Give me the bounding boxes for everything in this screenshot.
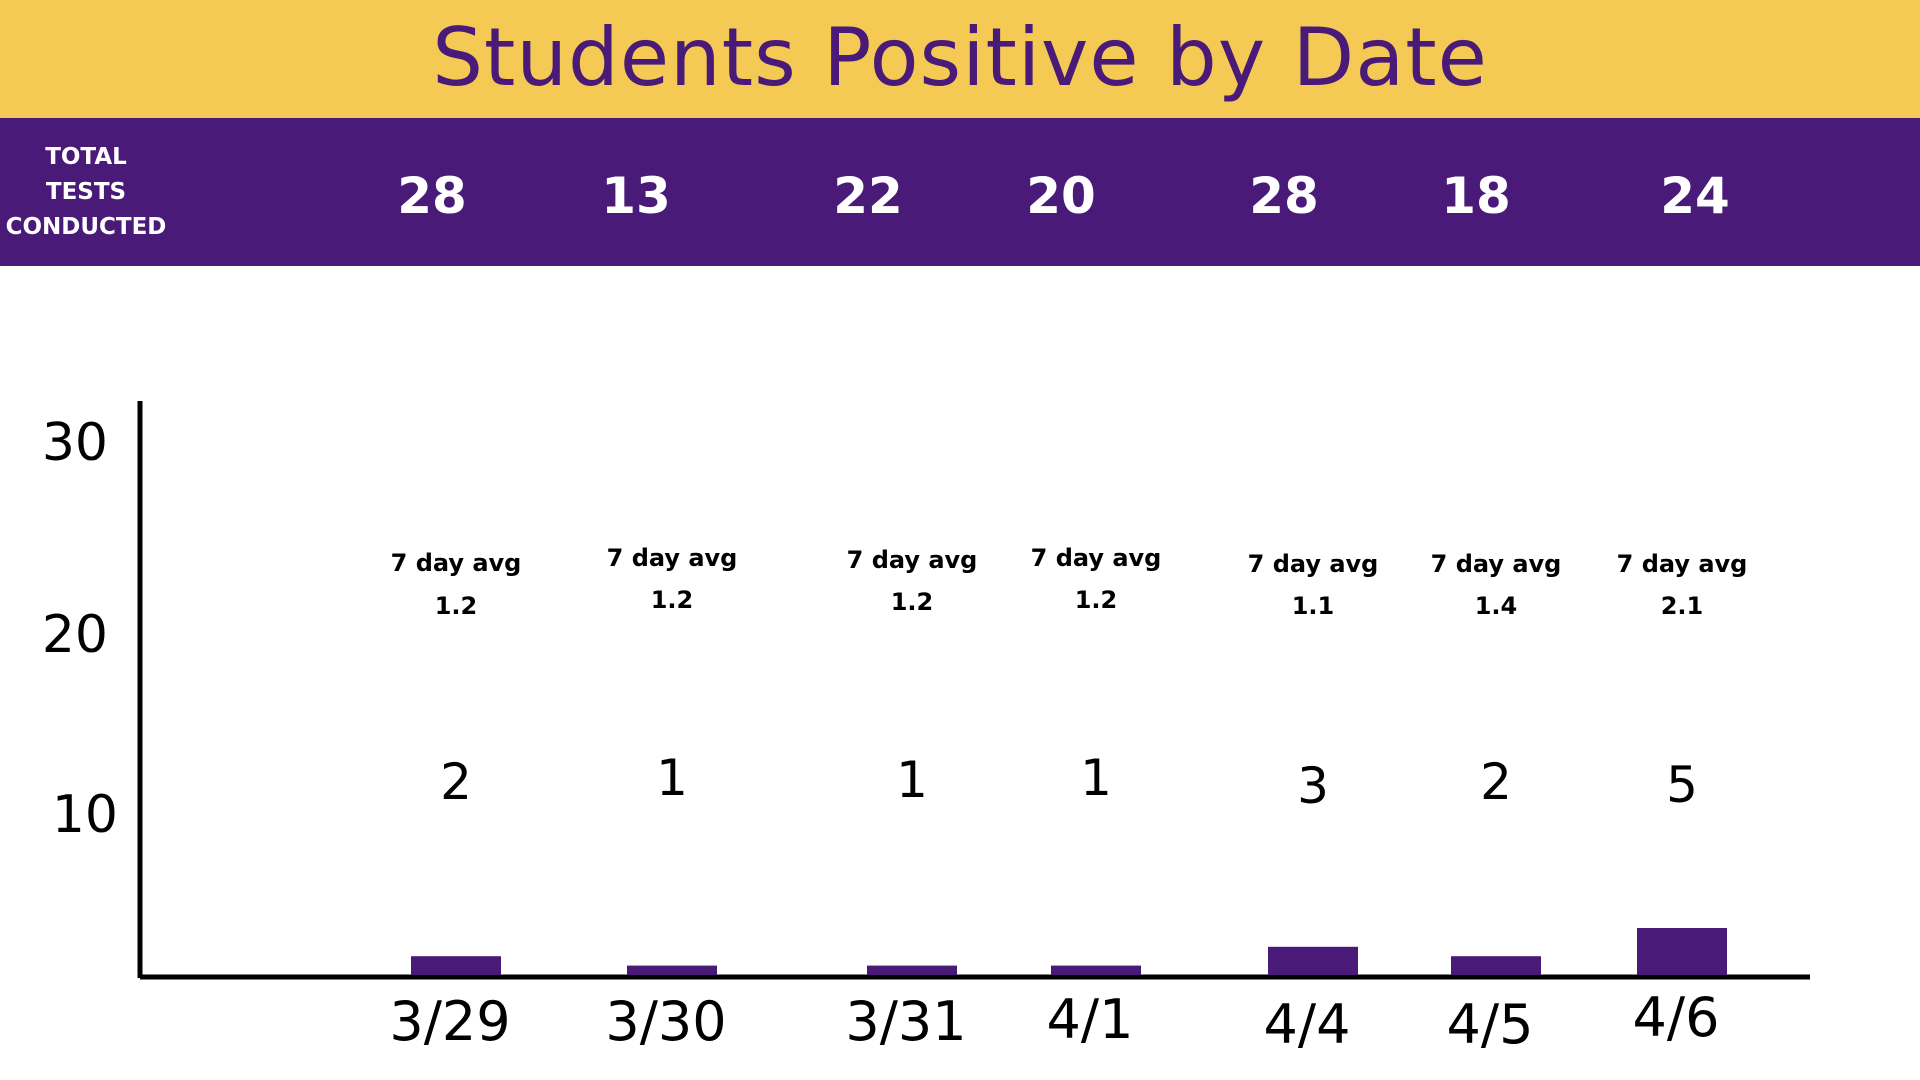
tests-label-line: CONDUCTED (5, 214, 167, 240)
bar-annotations: 7 day avg 1.2 2 7 day avg 1.2 1 7 day avg 1.2 1 7… (391, 544, 1748, 815)
x-tick-label: 4/4 (1264, 993, 1351, 1056)
bar-value-label: 3 (1297, 757, 1329, 815)
seven-day-avg-label: 7 day avg (391, 549, 522, 577)
bar (627, 965, 717, 975)
bars (411, 928, 1727, 975)
test-count: 28 (397, 167, 467, 225)
bar (1637, 928, 1727, 975)
seven-day-avg-value: 1.2 (1075, 586, 1118, 614)
x-tick-label: 4/6 (1633, 986, 1720, 1049)
y-tick-label: 30 (42, 413, 108, 473)
x-tick-label: 3/29 (389, 990, 510, 1053)
seven-day-avg-value: 1.4 (1475, 592, 1518, 620)
seven-day-avg-label: 7 day avg (607, 544, 738, 572)
seven-day-avg-value: 1.2 (651, 586, 694, 614)
tests-label-line: TESTS (45, 179, 127, 205)
bar (867, 965, 957, 975)
seven-day-avg-label: 7 day avg (1031, 544, 1162, 572)
seven-day-avg-value: 1.2 (435, 592, 478, 620)
bar (1268, 946, 1358, 975)
seven-day-avg-value: 1.1 (1292, 592, 1335, 620)
test-count: 18 (1441, 167, 1511, 225)
seven-day-avg-label: 7 day avg (847, 546, 978, 574)
x-tick-label: 4/1 (1047, 988, 1134, 1051)
bar-value-label: 2 (1480, 753, 1512, 811)
bar-value-label: 5 (1666, 756, 1698, 814)
test-count: 13 (601, 167, 671, 225)
test-count: 24 (1660, 167, 1730, 225)
test-count: 28 (1249, 167, 1319, 225)
x-tick-label: 3/30 (605, 990, 726, 1053)
seven-day-avg-value: 1.2 (891, 588, 934, 616)
x-tick-label: 3/31 (845, 990, 966, 1053)
chart-title: Students Positive by Date (432, 10, 1488, 104)
bar (1451, 956, 1541, 975)
bar-value-label: 1 (896, 751, 928, 809)
bar-value-label: 1 (656, 749, 688, 807)
seven-day-avg-label: 7 day avg (1431, 550, 1562, 578)
title-band: Students Positive by Date (0, 0, 1920, 118)
y-tick-labels: 10 20 30 (42, 413, 118, 845)
seven-day-avg-value: 2.1 (1661, 592, 1704, 620)
bar-value-label: 1 (1080, 749, 1112, 807)
bar (1051, 965, 1141, 975)
total-tests-band: TOTAL TESTS CONDUCTED 28 13 22 20 28 18 … (0, 118, 1920, 266)
test-count: 22 (833, 167, 903, 225)
x-tick-label: 4/5 (1447, 993, 1534, 1056)
tests-label-line: TOTAL (45, 144, 127, 170)
y-tick-label: 10 (52, 785, 118, 845)
test-count: 20 (1026, 167, 1096, 225)
seven-day-avg-label: 7 day avg (1617, 550, 1748, 578)
bar-value-label: 2 (440, 753, 472, 811)
x-tick-labels: 3/29 3/30 3/31 4/1 4/4 4/5 4/6 (389, 986, 1719, 1056)
bar (411, 956, 501, 975)
seven-day-avg-label: 7 day avg (1248, 550, 1379, 578)
y-tick-label: 20 (42, 605, 108, 665)
